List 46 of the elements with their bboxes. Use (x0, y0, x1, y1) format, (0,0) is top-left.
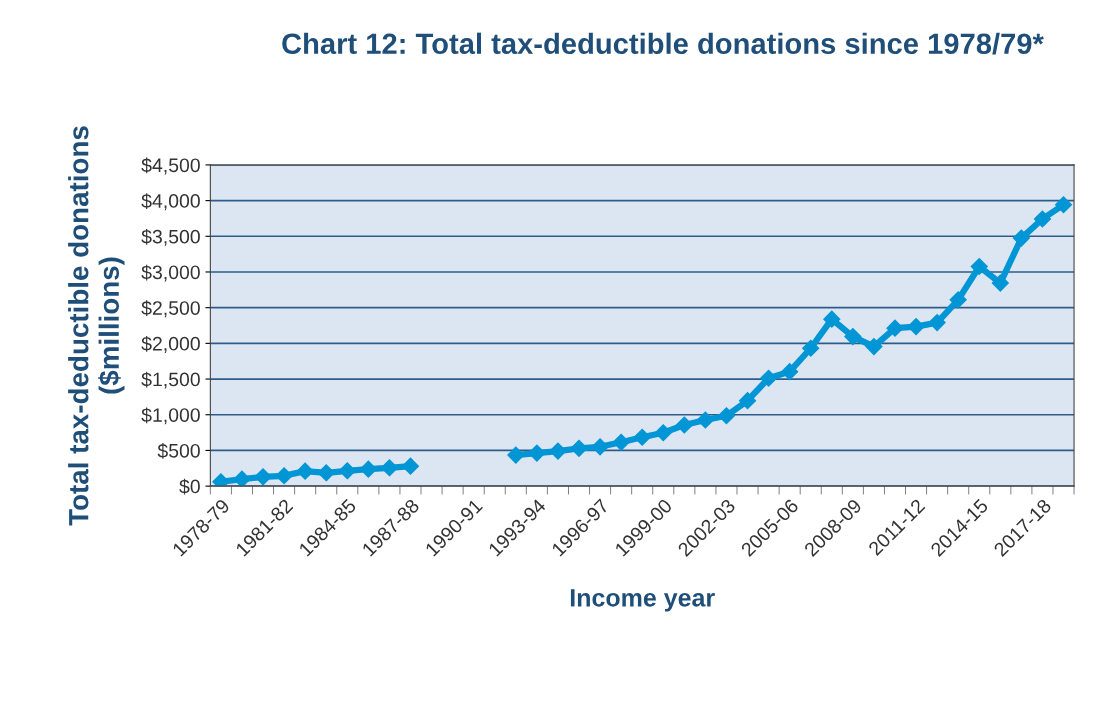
y-axis-title: Total tax-deductible donations ($millions) (68, 126, 125, 526)
point (654, 424, 672, 442)
point (296, 462, 314, 480)
point (1033, 210, 1051, 228)
x-axis-title: Income year (570, 589, 715, 612)
point (781, 363, 799, 381)
point (528, 444, 546, 462)
y-tick-label: $3,500 (141, 228, 200, 246)
point (717, 407, 736, 425)
point (380, 459, 398, 477)
point (696, 411, 714, 429)
point (317, 464, 335, 482)
point (886, 319, 904, 337)
y-tick-label: $1,500 (141, 371, 200, 389)
point (212, 473, 230, 487)
point (254, 468, 272, 486)
y-tick-label: $3,000 (141, 264, 200, 282)
point (275, 467, 293, 485)
y-tick-label: $4,500 (141, 157, 200, 175)
y-tick-label: $0 (179, 478, 200, 495)
point (507, 446, 525, 464)
point (865, 338, 883, 356)
point (823, 310, 841, 328)
chart-title: Chart 12: Total tax-deductible donations since 1978/79* (282, 32, 1044, 55)
point (675, 416, 693, 434)
point (970, 257, 988, 276)
y-tick-label: $1,000 (141, 407, 200, 425)
y-tick-label: $4,000 (141, 193, 200, 211)
point (760, 369, 778, 387)
point (738, 392, 757, 410)
point (991, 274, 1009, 292)
point (844, 328, 862, 346)
y-tick-label: $500 (157, 443, 200, 459)
point (612, 433, 630, 451)
point (233, 470, 251, 487)
y-tick-label: $2,000 (141, 336, 200, 353)
point (633, 428, 651, 446)
point (802, 339, 820, 357)
point (928, 314, 946, 332)
y-tick-label: $2,500 (141, 300, 200, 318)
point (549, 442, 567, 460)
point (1054, 196, 1073, 214)
point (591, 438, 609, 456)
point (338, 462, 356, 480)
point (949, 291, 967, 309)
point (1012, 229, 1030, 247)
